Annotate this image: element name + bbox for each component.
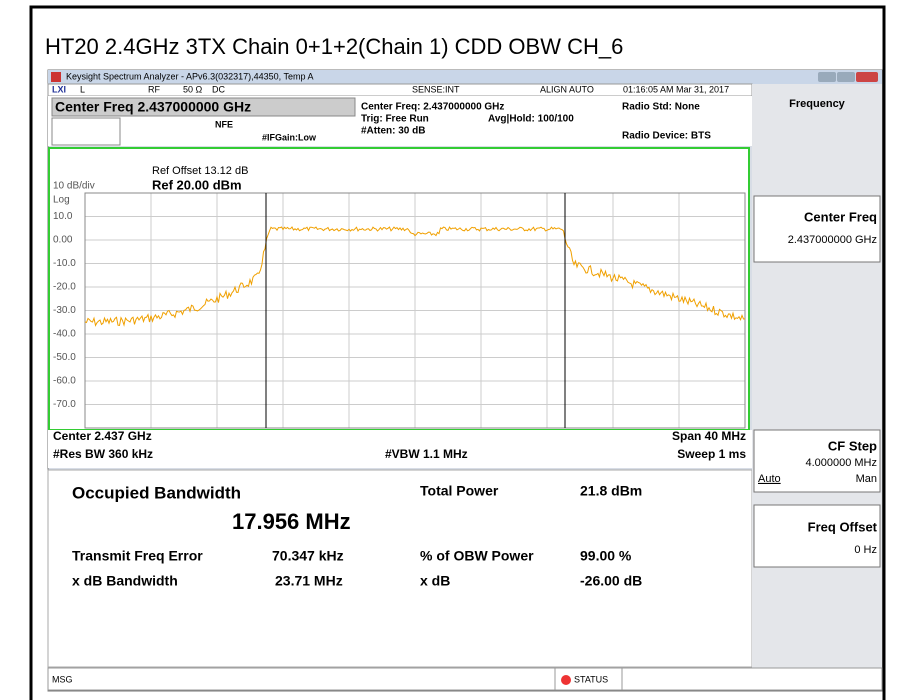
close-button[interactable] bbox=[856, 72, 878, 82]
cf-step-auto: Auto bbox=[758, 473, 781, 485]
menu-title: Frequency bbox=[789, 98, 846, 110]
center-freq-key-value: 2.437000000 GHz bbox=[788, 234, 877, 246]
ref-level: Ref 20.00 dBm bbox=[152, 177, 242, 192]
y-axis-label: -60.0 bbox=[53, 376, 76, 387]
status-rf: RF bbox=[148, 84, 160, 94]
bottom-bar bbox=[47, 667, 883, 691]
xdb-bw-value: 23.71 MHz bbox=[275, 573, 343, 589]
trig: Trig: Free Run bbox=[361, 114, 429, 125]
status: STATUS bbox=[574, 674, 608, 684]
y-axis-label: -20.0 bbox=[53, 282, 76, 293]
page-title: HT20 2.4GHz 3TX Chain 0+1+2(Chain 1) CDD… bbox=[45, 34, 623, 59]
status-l: L bbox=[80, 84, 85, 94]
radio-device: Radio Device: BTS bbox=[622, 131, 711, 142]
total-power-label: Total Power bbox=[420, 483, 499, 499]
window-title: Keysight Spectrum Analyzer - APv6.3(0323… bbox=[66, 71, 313, 81]
xdb-label: x dB bbox=[420, 573, 450, 589]
vbw: #VBW 1.1 MHz bbox=[385, 447, 468, 461]
cf-step-key[interactable] bbox=[753, 429, 881, 493]
graph-footer bbox=[48, 430, 752, 468]
obw-power-label: % of OBW Power bbox=[420, 548, 534, 564]
menu-panel bbox=[752, 84, 882, 668]
xdb-value: -26.00 dB bbox=[580, 573, 642, 589]
radio-std: Radio Std: None bbox=[622, 102, 700, 113]
cf-step-man: Man bbox=[856, 473, 877, 485]
res-bw: #Res BW 360 kHz bbox=[53, 447, 153, 461]
if-gain: #IFGain:Low bbox=[262, 132, 317, 142]
minimize-button[interactable] bbox=[818, 72, 836, 82]
y-axis-label: -70.0 bbox=[53, 399, 76, 410]
center-freq: Center Freq: 2.437000000 GHz bbox=[361, 102, 504, 113]
status-sense: SENSE:INT bbox=[412, 84, 460, 94]
center-freq-key-label: Center Freq bbox=[804, 209, 877, 224]
y-axis-label: 0.00 bbox=[53, 235, 73, 246]
nfe: NFE bbox=[215, 119, 233, 129]
sweep: Sweep 1 ms bbox=[677, 447, 746, 461]
maximize-button[interactable] bbox=[837, 72, 855, 82]
msg: MSG bbox=[52, 674, 73, 684]
freq-error-value: 70.347 kHz bbox=[272, 548, 344, 564]
status-impedance: 50 Ω bbox=[183, 84, 203, 94]
obw-label: Occupied Bandwidth bbox=[72, 483, 241, 502]
lxi: LXI bbox=[52, 84, 66, 94]
center-freq-box-text: Center Freq 2.437000000 GHz bbox=[55, 99, 251, 115]
y-axis-label: -50.0 bbox=[53, 352, 76, 363]
center-freq-key[interactable] bbox=[753, 195, 881, 263]
span: Span 40 MHz bbox=[672, 429, 746, 443]
spectrum-trace bbox=[84, 226, 746, 327]
freq-offset-key[interactable] bbox=[753, 504, 881, 568]
y-axis-label: -10.0 bbox=[53, 258, 76, 269]
freq-offset-value: 0 Hz bbox=[854, 544, 877, 556]
center-freq-box[interactable] bbox=[51, 97, 356, 117]
center: Center 2.437 GHz bbox=[53, 429, 152, 443]
freq-offset-label: Freq Offset bbox=[808, 519, 878, 534]
avg-hold: Avg|Hold: 100/100 bbox=[488, 114, 574, 125]
graph-area bbox=[48, 147, 750, 431]
entry-box bbox=[51, 117, 121, 146]
status-datetime: 01:16:05 AM Mar 31, 2017 bbox=[623, 84, 729, 94]
ref-offset: Ref Offset 13.12 dB bbox=[152, 165, 248, 177]
cf-step-value: 4.000000 MHz bbox=[805, 457, 877, 469]
scale: 10 dB/div bbox=[53, 181, 95, 192]
results-panel bbox=[47, 469, 753, 668]
obw-value: 17.956 MHz bbox=[232, 509, 351, 534]
app-icon bbox=[51, 72, 61, 82]
freq-error-label: Transmit Freq Error bbox=[72, 548, 203, 564]
total-power-value: 21.8 dBm bbox=[580, 483, 642, 499]
atten: #Atten: 30 dB bbox=[361, 126, 425, 137]
y-axis-label: -40.0 bbox=[53, 329, 76, 340]
frame bbox=[29, 5, 886, 700]
log-label: Log bbox=[53, 195, 70, 206]
cf-step-label: CF Step bbox=[828, 438, 877, 453]
y-axis-label: 10.0 bbox=[53, 211, 73, 222]
y-axis-label: -30.0 bbox=[53, 305, 76, 316]
status-align: ALIGN AUTO bbox=[540, 84, 594, 94]
status-coupling: DC bbox=[212, 84, 225, 94]
obw-power-value: 99.00 % bbox=[580, 548, 632, 564]
status-icon bbox=[561, 675, 571, 685]
title-bar bbox=[48, 70, 882, 84]
plot-border bbox=[84, 192, 746, 429]
xdb-bw-label: x dB Bandwidth bbox=[72, 573, 178, 589]
